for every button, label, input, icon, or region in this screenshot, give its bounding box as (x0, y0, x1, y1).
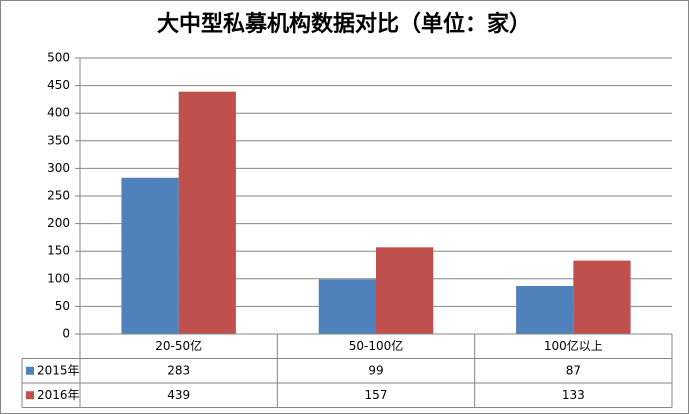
table-value: 439 (167, 388, 190, 402)
table-value: 133 (562, 388, 585, 402)
bar (178, 91, 236, 334)
legend-label: 2016年 (37, 388, 80, 402)
bar (516, 285, 574, 334)
y-tick-label: 500 (47, 51, 70, 65)
y-tick-label: 300 (47, 161, 70, 175)
bar (318, 279, 376, 334)
legend-label: 2015年 (37, 363, 80, 377)
table-value: 157 (365, 388, 388, 402)
bar (376, 247, 434, 334)
y-tick-label: 450 (47, 78, 70, 92)
y-tick-label: 150 (47, 244, 70, 258)
bar (121, 177, 179, 334)
chart-title: 大中型私募机构数据对比（单位：家） (157, 11, 531, 37)
x-tick-label: 20-50亿 (155, 338, 202, 353)
table-value: 99 (368, 363, 383, 377)
y-tick-label: 0 (62, 327, 70, 341)
y-tick-label: 400 (47, 106, 70, 120)
table-value: 283 (167, 363, 190, 377)
legend-swatch (26, 366, 34, 375)
x-tick-label: 50-100亿 (349, 338, 404, 353)
bar (573, 260, 631, 334)
y-tick-label: 100 (47, 271, 70, 285)
x-tick-label: 100亿以上 (544, 338, 603, 353)
y-tick-label: 350 (47, 133, 70, 147)
table-value: 87 (566, 363, 581, 377)
legend-swatch (26, 391, 34, 400)
y-tick-label: 50 (55, 299, 70, 313)
y-tick-label: 200 (47, 216, 70, 230)
y-tick-label: 250 (47, 189, 70, 203)
